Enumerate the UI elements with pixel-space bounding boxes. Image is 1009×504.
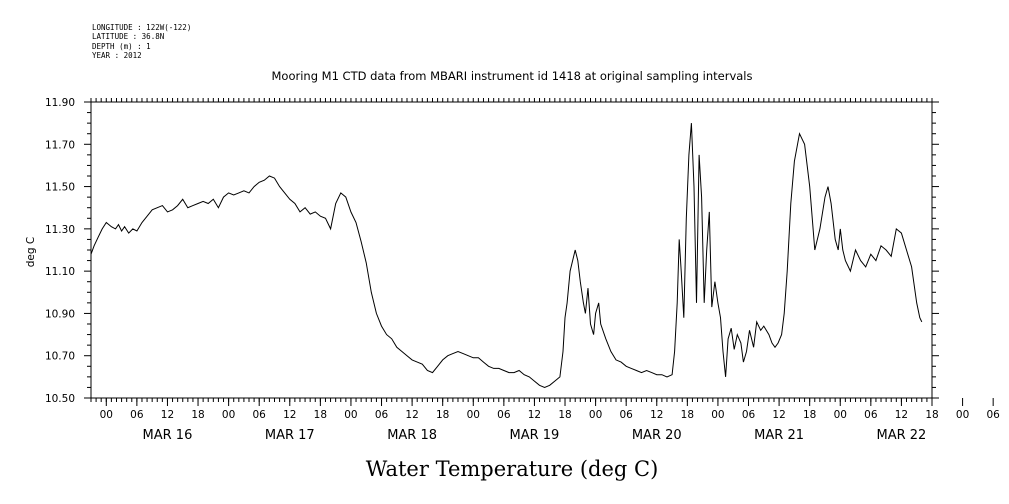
- y-tick-label: 11.30: [45, 224, 75, 236]
- x-hour-label: 18: [558, 409, 571, 421]
- x-hour-label: 12: [161, 409, 174, 421]
- x-hour-label: 18: [191, 409, 204, 421]
- y-tick-label: 10.90: [45, 308, 75, 320]
- x-day-label: MAR 21: [754, 428, 804, 443]
- x-day-label: MAR 18: [387, 428, 437, 443]
- y-tick-label: 11.90: [45, 97, 75, 109]
- x-hour-label: 18: [436, 409, 449, 421]
- x-hour-label: 00: [956, 409, 969, 421]
- longitude-text: LONGITUDE : 122W(-122): [92, 23, 192, 32]
- x-hour-label: 12: [650, 409, 663, 421]
- x-hour-label: 12: [405, 409, 418, 421]
- x-hour-label: 18: [314, 409, 327, 421]
- chart-title: Mooring M1 CTD data from MBARI instrumen…: [272, 69, 753, 83]
- metadata-block: LONGITUDE : 122W(-122) LATITUDE : 36.8N …: [92, 23, 191, 61]
- y-tick-label: 10.50: [45, 393, 75, 405]
- y-tick-label: 11.50: [45, 182, 75, 194]
- x-day-label: MAR 20: [632, 428, 682, 443]
- x-hour-label: 12: [283, 409, 296, 421]
- x-hour-label: 06: [619, 409, 633, 421]
- year-text: YEAR : 2012: [92, 51, 142, 61]
- x-axis: 00 06 12 18 00 06 12 18 00 06 12 18 00 06 12 18 00 06 12 18…: [100, 398, 1000, 443]
- x-hour-label: 00: [222, 409, 235, 421]
- x-hour-label: 00: [100, 409, 113, 421]
- x-hour-label: 12: [528, 409, 541, 421]
- x-hour-label: 06: [130, 409, 144, 421]
- y-tick-label: 11.70: [45, 139, 75, 151]
- x-day-label: MAR 22: [877, 428, 927, 443]
- x-hour-label: 06: [497, 409, 511, 421]
- x-hour-label: 00: [834, 409, 847, 421]
- x-hour-label: 06: [986, 409, 1000, 421]
- x-hour-label: 18: [803, 409, 816, 421]
- x-hour-label: 06: [742, 409, 756, 421]
- latitude-text: LATITUDE : 36.8N: [92, 32, 165, 42]
- x-hour-label: 00: [344, 409, 357, 421]
- y-axis: 10.50 10.70 10.90 11.10 11.30 11.50 11.70 11.90: [45, 97, 75, 405]
- axis-ticks: [84, 98, 939, 402]
- x-hour-label: 00: [467, 409, 480, 421]
- plot-frame: [90, 101, 933, 399]
- depth-text: DEPTH (m) : 1: [92, 41, 151, 51]
- x-hour-label: 06: [375, 409, 389, 421]
- x-hour-label: 00: [589, 409, 602, 421]
- x-hour-label: 18: [925, 409, 938, 421]
- x-hour-label: 12: [895, 409, 908, 421]
- x-hour-label: 00: [711, 409, 724, 421]
- temperature-series-line: [90, 123, 923, 388]
- x-day-label: MAR 16: [143, 428, 193, 443]
- x-hour-label: 12: [772, 409, 785, 421]
- y-tick-label: 10.70: [45, 351, 75, 363]
- x-hour-label: 18: [681, 409, 694, 421]
- x-day-label: MAR 19: [510, 428, 560, 443]
- y-axis-label: deg C: [25, 237, 37, 267]
- y-tick-label: 11.10: [45, 266, 75, 278]
- x-hour-label: 06: [253, 409, 267, 421]
- x-day-label: MAR 17: [265, 428, 315, 443]
- x-axis-title: Water Temperature (deg C): [366, 457, 659, 481]
- x-hour-label: 06: [864, 409, 878, 421]
